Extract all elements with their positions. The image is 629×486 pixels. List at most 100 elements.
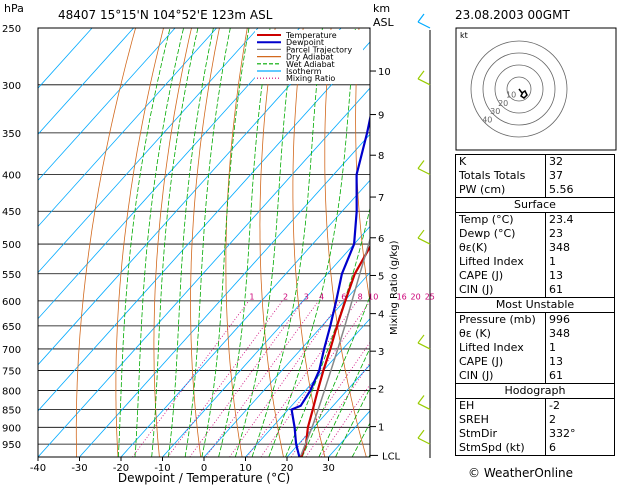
index-value: 61 bbox=[545, 369, 615, 384]
dry-adiabat bbox=[324, 28, 367, 457]
index-label: CAPE (J) bbox=[455, 355, 546, 369]
legend-entry: Mixing Ratio bbox=[286, 74, 335, 83]
mixing-ratio-axis-label: Mixing Ratio (g/kg) bbox=[389, 240, 400, 335]
hodograph-frame bbox=[455, 27, 617, 151]
section-title: Hodograph bbox=[455, 383, 615, 399]
unstable-row: Pressure (mb) 996 bbox=[455, 312, 615, 327]
wind-barb bbox=[417, 402, 431, 411]
index-label: Lifted Index bbox=[455, 341, 546, 355]
legend-entry: Isotherm bbox=[286, 67, 322, 76]
wind-barb-flag bbox=[417, 70, 425, 80]
station-title: 48407 15°15'N 104°52'E 123m ASL bbox=[58, 8, 273, 22]
unstable-row: CIN (J) 61 bbox=[455, 369, 615, 384]
km-tick-label: 5 bbox=[378, 271, 384, 282]
x-tick-label: 30 bbox=[322, 463, 335, 474]
index-row: Totals Totals 37 bbox=[455, 169, 615, 183]
x-axis-title: Dewpoint / Temperature (°C) bbox=[118, 471, 290, 485]
legend-entry: Dewpoint bbox=[286, 38, 324, 47]
hodograph-row: StmDir 332° bbox=[455, 427, 615, 441]
hodograph-ring bbox=[470, 40, 568, 138]
mixing-ratio-line bbox=[205, 300, 319, 457]
index-row: PW (cm) 5.56 bbox=[455, 183, 615, 198]
mixing-ratio-value: 3 bbox=[304, 293, 309, 302]
pressure-tick-label: 700 bbox=[2, 345, 21, 356]
pressure-tick-label: 500 bbox=[2, 240, 21, 251]
pressure-tick-label: 250 bbox=[2, 24, 21, 35]
wet-adiabat bbox=[335, 387, 370, 457]
pressure-tick-label: 400 bbox=[2, 171, 21, 182]
isotherm-line bbox=[38, 28, 259, 274]
asl-unit: ASL bbox=[373, 16, 394, 29]
copyright-notice: © WeatherOnline bbox=[468, 466, 574, 480]
index-label: CIN (J) bbox=[455, 283, 546, 298]
index-label: Totals Totals bbox=[455, 169, 546, 183]
wind-barb bbox=[417, 237, 431, 245]
mixing-ratio-value: 10 bbox=[368, 293, 378, 302]
pressure-tick-label: 350 bbox=[2, 129, 21, 140]
index-value: 13 bbox=[545, 269, 615, 283]
x-tick-label: -20 bbox=[113, 463, 129, 474]
pressure-tick-label: 900 bbox=[2, 423, 21, 434]
x-tick-label: -10 bbox=[154, 463, 170, 474]
isotherm-line bbox=[38, 41, 370, 412]
isotherm-line bbox=[79, 133, 370, 457]
km-tick-label: 4 bbox=[378, 310, 384, 321]
dry-adiabat bbox=[75, 28, 136, 457]
hodograph-ring bbox=[482, 52, 556, 126]
isotherm-line bbox=[38, 28, 342, 366]
index-label: SREH bbox=[455, 413, 546, 427]
mixing-ratio-labels: 1 2 3 4 6 8 10 16 20 25 bbox=[249, 293, 435, 302]
surface-row: CIN (J) 61 bbox=[455, 283, 615, 298]
hodograph-trace bbox=[518, 88, 528, 99]
index-label: PW (cm) bbox=[455, 183, 546, 198]
wet-adiabat bbox=[134, 28, 184, 457]
mixing-ratio-value: 2 bbox=[283, 293, 288, 302]
wind-barb bbox=[417, 167, 431, 176]
km-unit: km bbox=[373, 2, 391, 15]
index-label: Dewp (°C) bbox=[455, 227, 546, 241]
pressure-tick-label: 600 bbox=[2, 297, 21, 308]
index-value: 13 bbox=[545, 355, 615, 369]
index-value: 37 bbox=[545, 169, 615, 183]
pressure-tick-label: 850 bbox=[2, 405, 21, 416]
hodograph-row: EH -2 bbox=[455, 398, 615, 413]
isotherm-line bbox=[38, 87, 370, 457]
section-header: Most Unstable bbox=[455, 297, 615, 313]
index-label: StmDir bbox=[455, 427, 546, 441]
index-value: 6 bbox=[545, 441, 615, 456]
section-header: Surface bbox=[455, 197, 615, 213]
index-label: StmSpd (kt) bbox=[455, 441, 546, 456]
pressure-tick-label: 750 bbox=[2, 366, 21, 377]
mixing-ratio-value: 25 bbox=[425, 293, 435, 302]
index-value: 32 bbox=[545, 154, 615, 169]
wet-adiabat bbox=[234, 28, 295, 457]
unstable-row: Lifted Index 1 bbox=[455, 341, 615, 355]
isotherm-line bbox=[38, 28, 176, 181]
surface-row: CAPE (J) 13 bbox=[455, 269, 615, 283]
index-value: 23.4 bbox=[545, 212, 615, 227]
dry-adiabat bbox=[115, 28, 164, 457]
wet-adiabat bbox=[318, 347, 370, 457]
wet-adiabat bbox=[184, 28, 231, 457]
unstable-row: CAPE (J) 13 bbox=[455, 355, 615, 369]
mixing-ratio-line bbox=[167, 300, 283, 457]
index-value: 23 bbox=[545, 227, 615, 241]
isotherm-line bbox=[120, 179, 370, 457]
x-tick-label: -30 bbox=[71, 463, 87, 474]
km-tick-label: 8 bbox=[378, 151, 384, 162]
wet-adiabat bbox=[218, 28, 271, 457]
index-value: 996 bbox=[545, 312, 615, 327]
wind-barb-column bbox=[417, 13, 431, 458]
km-tick-label: 2 bbox=[378, 385, 384, 396]
index-label: CAPE (J) bbox=[455, 269, 546, 283]
wind-barb bbox=[417, 437, 431, 445]
km-tick-label: 9 bbox=[378, 111, 384, 122]
mixing-ratio-value: 4 bbox=[319, 293, 324, 302]
surface-row: Temp (°C) 23.4 bbox=[455, 212, 615, 227]
wind-barb-flag bbox=[417, 160, 425, 169]
isotherm-line bbox=[162, 225, 370, 457]
index-value: 2 bbox=[545, 413, 615, 427]
surface-row: θε(K) 348 bbox=[455, 241, 615, 255]
